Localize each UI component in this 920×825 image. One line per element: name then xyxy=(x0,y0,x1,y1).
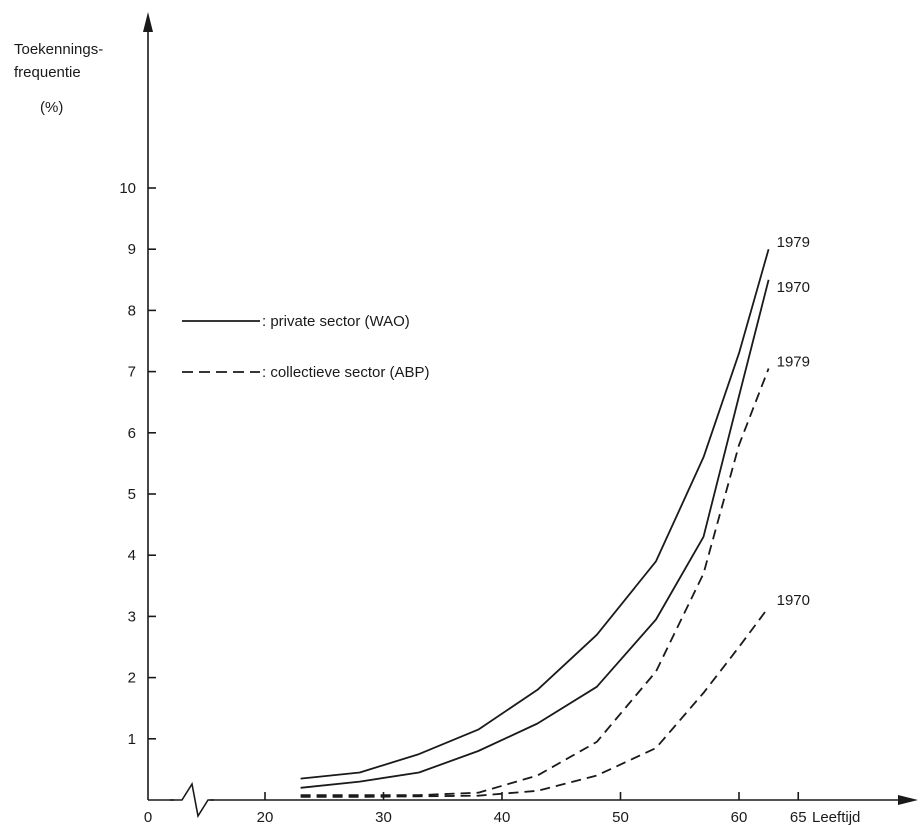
y-axis-label-line-3: (%) xyxy=(40,99,63,116)
y-tick-label-4: 4 xyxy=(128,547,136,564)
x-tick-label-40: 40 xyxy=(494,809,511,825)
x-axis-label: Leeftijd xyxy=(812,809,860,825)
legend-label-collective-sector: : collectieve sector (ABP) xyxy=(262,364,430,381)
y-tick-label-2: 2 xyxy=(128,670,136,687)
legend-label-private-sector: : private sector (WAO) xyxy=(262,313,410,330)
x-axis-arrow xyxy=(898,795,918,805)
y-axis-label-line-2: frequentie xyxy=(14,64,81,81)
y-tick-label-6: 6 xyxy=(128,425,136,442)
series-end-labels: 1979 1970 1979 1970 xyxy=(777,234,810,609)
legend: : private sector (WAO) : collectieve sec… xyxy=(182,313,430,381)
series-lines xyxy=(300,248,770,798)
y-tick-label-1: 1 xyxy=(128,731,136,748)
y-tick-label-5: 5 xyxy=(128,486,136,503)
series-line-solid-1979 xyxy=(300,248,770,780)
series-line-dashed-1970 xyxy=(300,606,770,798)
x-tick-label-65: 65 xyxy=(790,809,807,825)
y-tick-label-10: 10 xyxy=(119,180,136,197)
series-end-label-dashed-1970: 1970 xyxy=(777,592,810,609)
y-tick-label-7: 7 xyxy=(128,364,136,381)
y-ticks: 1 2 3 4 5 6 7 8 9 10 xyxy=(119,180,156,748)
y-tick-label-3: 3 xyxy=(128,608,136,625)
y-axis-label-line-1: Toekennings- xyxy=(14,41,103,58)
x-tick-label-20: 20 xyxy=(257,809,274,825)
y-tick-label-9: 9 xyxy=(128,241,136,258)
y-tick-label-8: 8 xyxy=(128,302,136,319)
series-end-label-solid-1979: 1979 xyxy=(777,234,810,251)
x-tick-label-0: 0 xyxy=(144,809,152,825)
x-tick-label-30: 30 xyxy=(375,809,392,825)
series-end-label-solid-1970: 1970 xyxy=(777,279,810,296)
y-axis-arrow xyxy=(143,12,153,32)
x-axis-break-icon xyxy=(170,781,214,819)
x-tick-label-60: 60 xyxy=(731,809,748,825)
x-tick-label-50: 50 xyxy=(612,809,629,825)
series-end-label-dashed-1979: 1979 xyxy=(777,354,810,371)
x-ticks: 0 20 30 40 50 60 65 xyxy=(144,792,807,825)
series-line-dashed-1979 xyxy=(300,368,770,796)
series-line-solid-1970 xyxy=(300,279,770,789)
